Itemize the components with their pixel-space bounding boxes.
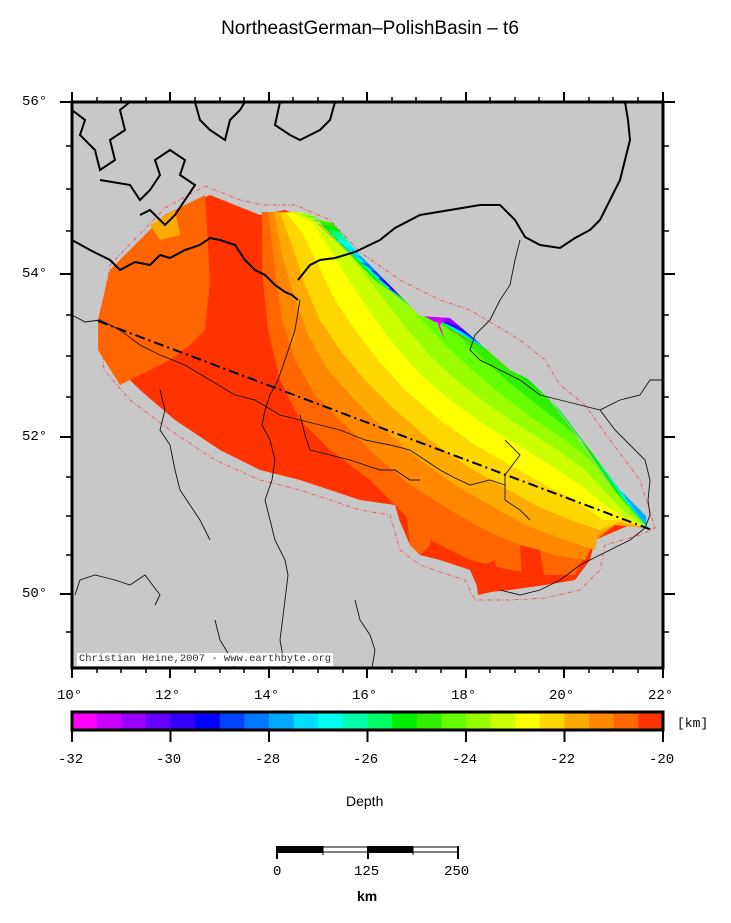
lon-ticks xyxy=(71,92,664,678)
colorbar-label: Depth xyxy=(346,793,384,809)
lat-label-52: 52° xyxy=(22,429,48,445)
colorbar-segment xyxy=(441,712,467,730)
colorbar-segment xyxy=(145,712,172,730)
colorbar-segment xyxy=(589,712,615,730)
colorbar-tick-label: -22 xyxy=(550,752,576,768)
colorbar xyxy=(72,712,664,730)
colorbar-segment xyxy=(638,712,664,730)
scale-label-0: 0 xyxy=(273,864,282,880)
colorbar-segment xyxy=(466,712,492,730)
credit-text: Christian Heine,2007 - www.earthbyte.org xyxy=(77,653,334,666)
lat-label-50: 50° xyxy=(22,586,48,602)
coastlines xyxy=(72,102,632,301)
colorbar-segment xyxy=(269,712,295,730)
colorbar-tick-label: -20 xyxy=(649,752,675,768)
scale-label-250: 250 xyxy=(444,864,470,880)
colorbar-segment xyxy=(72,712,98,730)
colorbar-segment xyxy=(121,712,147,730)
colorbar-segment xyxy=(416,712,442,730)
colorbar-segment xyxy=(367,712,393,730)
lon-label-16: 16° xyxy=(352,688,378,704)
lon-label-10: 10° xyxy=(57,688,83,704)
colorbar-segment xyxy=(515,712,541,730)
colorbar-segment xyxy=(219,712,245,730)
colorbar-segment xyxy=(96,712,122,730)
scale-unit: km xyxy=(357,888,378,904)
scale-label-125: 125 xyxy=(354,864,380,880)
colorbar-segment xyxy=(392,712,418,730)
lon-label-14: 14° xyxy=(254,688,280,704)
depth-field xyxy=(72,102,663,668)
colorbar-segment xyxy=(539,712,566,730)
colorbar-segment xyxy=(342,712,369,730)
lon-label-22: 22° xyxy=(648,688,674,704)
colorbar-segment xyxy=(244,712,270,730)
colorbar-tick-label: -26 xyxy=(353,752,379,768)
colorbar-segment xyxy=(564,712,590,730)
lon-label-12: 12° xyxy=(155,688,181,704)
scale-bar xyxy=(276,846,459,859)
country-borders xyxy=(72,239,663,668)
lon-label-20: 20° xyxy=(549,688,575,704)
lat-label-54: 54° xyxy=(22,266,48,282)
lon-label-18: 18° xyxy=(451,688,477,704)
colorbar-tick-label: -24 xyxy=(452,752,478,768)
colorbar-tick-label: -28 xyxy=(255,752,281,768)
colorbar-tick-label: -30 xyxy=(156,752,182,768)
colorbar-segment xyxy=(293,712,319,730)
colorbar-segment xyxy=(490,712,516,730)
colorbar-segment xyxy=(195,712,221,730)
colorbar-tick-label: -32 xyxy=(58,752,84,768)
lat-ticks xyxy=(60,101,675,595)
map-title: NortheastGerman–PolishBasin – t6 xyxy=(221,18,519,39)
colorbar-unit: [km] xyxy=(677,716,709,731)
lat-label-56: 56° xyxy=(22,94,48,110)
colorbar-segment xyxy=(170,712,196,730)
colorbar-segment xyxy=(318,712,344,730)
colorbar-segment xyxy=(613,712,639,730)
basin-outline xyxy=(99,185,656,601)
